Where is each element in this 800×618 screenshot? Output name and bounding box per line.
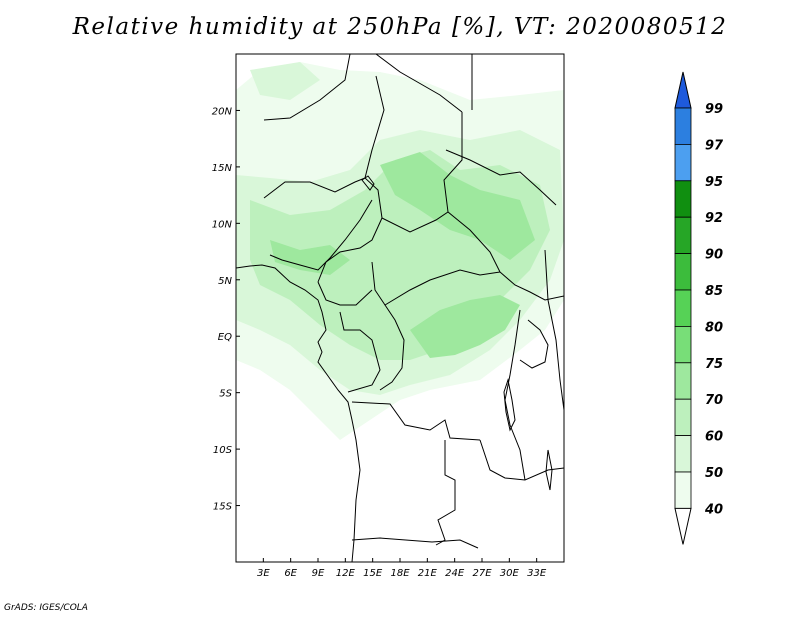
border-chad-west xyxy=(364,75,385,219)
chart-title: Relative humidity at 250hPa [%], VT: 202… xyxy=(72,14,728,40)
lon-tick-label: 6E xyxy=(284,568,297,579)
border-car-north xyxy=(381,211,501,273)
border-congo xyxy=(339,311,381,393)
colorbar-label: 40 xyxy=(704,502,723,517)
lon-tick-label: 15E xyxy=(363,568,383,579)
colorbar-box xyxy=(674,216,692,254)
lake-chad-outline xyxy=(361,175,375,191)
coastline xyxy=(236,264,361,562)
rh-70-area xyxy=(380,152,535,260)
lat-tick-label: 10N xyxy=(212,219,233,230)
lon-tick-label: 24E xyxy=(445,568,465,579)
lon-tick-label: 21E xyxy=(418,568,438,579)
colorbar-label: 80 xyxy=(705,320,723,335)
border-sudan-south xyxy=(499,271,564,301)
colorbar-label: 70 xyxy=(705,393,723,408)
colorbar-label: 75 xyxy=(705,357,723,372)
lat-tick-label: 5N xyxy=(218,276,232,287)
lon-tick-label: 27E xyxy=(472,568,492,579)
border-nigeria xyxy=(269,199,373,271)
lon-tick-label: 9E xyxy=(312,568,325,579)
colorbar-label: 99 xyxy=(705,102,723,117)
colorbar-box xyxy=(674,435,692,473)
lon-tick-label: 3E xyxy=(257,568,270,579)
rh-40-area-north xyxy=(250,62,320,100)
humidity-shading xyxy=(236,62,564,440)
lat-tick-label: 20N xyxy=(212,106,233,117)
border-niger-south xyxy=(263,177,366,199)
lon-tick-label: 18E xyxy=(390,568,410,579)
border-lake-area xyxy=(519,319,549,369)
colorbar-label: 97 xyxy=(705,138,724,153)
latitude-ticks: 20N 15N 10N 5N EQ 5S 10S 15S xyxy=(212,106,240,513)
border-ethiopia xyxy=(445,149,557,206)
border-east-africa xyxy=(544,249,564,411)
border-north-2 xyxy=(375,54,463,113)
border-drc-north xyxy=(379,304,405,391)
colorbar-box xyxy=(674,143,692,182)
country-borders xyxy=(236,54,564,562)
border-east-top xyxy=(443,112,463,213)
colorbar-label: 85 xyxy=(705,284,723,299)
rh-70-area-west xyxy=(270,240,350,275)
border-cameroon xyxy=(317,281,373,306)
colorbar: 99 97 95 92 90 85 80 75 70 60 50 40 xyxy=(674,71,724,545)
colorbar-box xyxy=(674,325,692,364)
lat-tick-label: 5S xyxy=(219,389,232,400)
lat-tick-label: EQ xyxy=(218,332,232,343)
colorbar-label: 50 xyxy=(705,466,723,481)
colorbar-box xyxy=(674,398,692,437)
lon-tick-label: 33E xyxy=(527,568,547,579)
border-angola-north xyxy=(351,401,481,441)
lake-malawi xyxy=(545,449,553,491)
colorbar-label: 90 xyxy=(705,248,723,263)
colorbar-box xyxy=(674,180,692,218)
lat-tick-label: 15S xyxy=(213,502,233,513)
colorbar-label: 92 xyxy=(705,211,723,226)
border-nigeria-east xyxy=(317,217,383,283)
colorbar-label: 60 xyxy=(705,430,723,445)
border-namibia xyxy=(351,537,479,549)
border-car-south xyxy=(371,261,501,306)
colorbar-top-arrow xyxy=(674,71,692,109)
lat-tick-label: 15N xyxy=(212,163,233,174)
colorbar-label: 95 xyxy=(705,175,723,190)
lake-tanganyika xyxy=(503,378,516,432)
colorbar-box xyxy=(674,107,692,145)
border-angola-east xyxy=(435,440,456,546)
colorbar-box xyxy=(674,471,692,509)
colorbar-box xyxy=(674,289,692,327)
colorbar-box xyxy=(674,253,692,291)
rh-70-area-south xyxy=(410,295,520,358)
longitude-ticks: 3E 6E 9E 12E 15E 18E 21E 24E 27E 30E 33E xyxy=(257,558,547,579)
lat-tick-label: 10S xyxy=(213,445,233,456)
lon-tick-label: 12E xyxy=(336,568,356,579)
border-zambia xyxy=(479,439,564,481)
colorbar-box xyxy=(674,362,692,400)
grads-credit: GrADS: IGES/COLA xyxy=(4,603,88,613)
border-north-1 xyxy=(263,54,351,121)
lon-tick-label: 30E xyxy=(500,568,520,579)
colorbar-bottom-arrow xyxy=(674,507,692,545)
